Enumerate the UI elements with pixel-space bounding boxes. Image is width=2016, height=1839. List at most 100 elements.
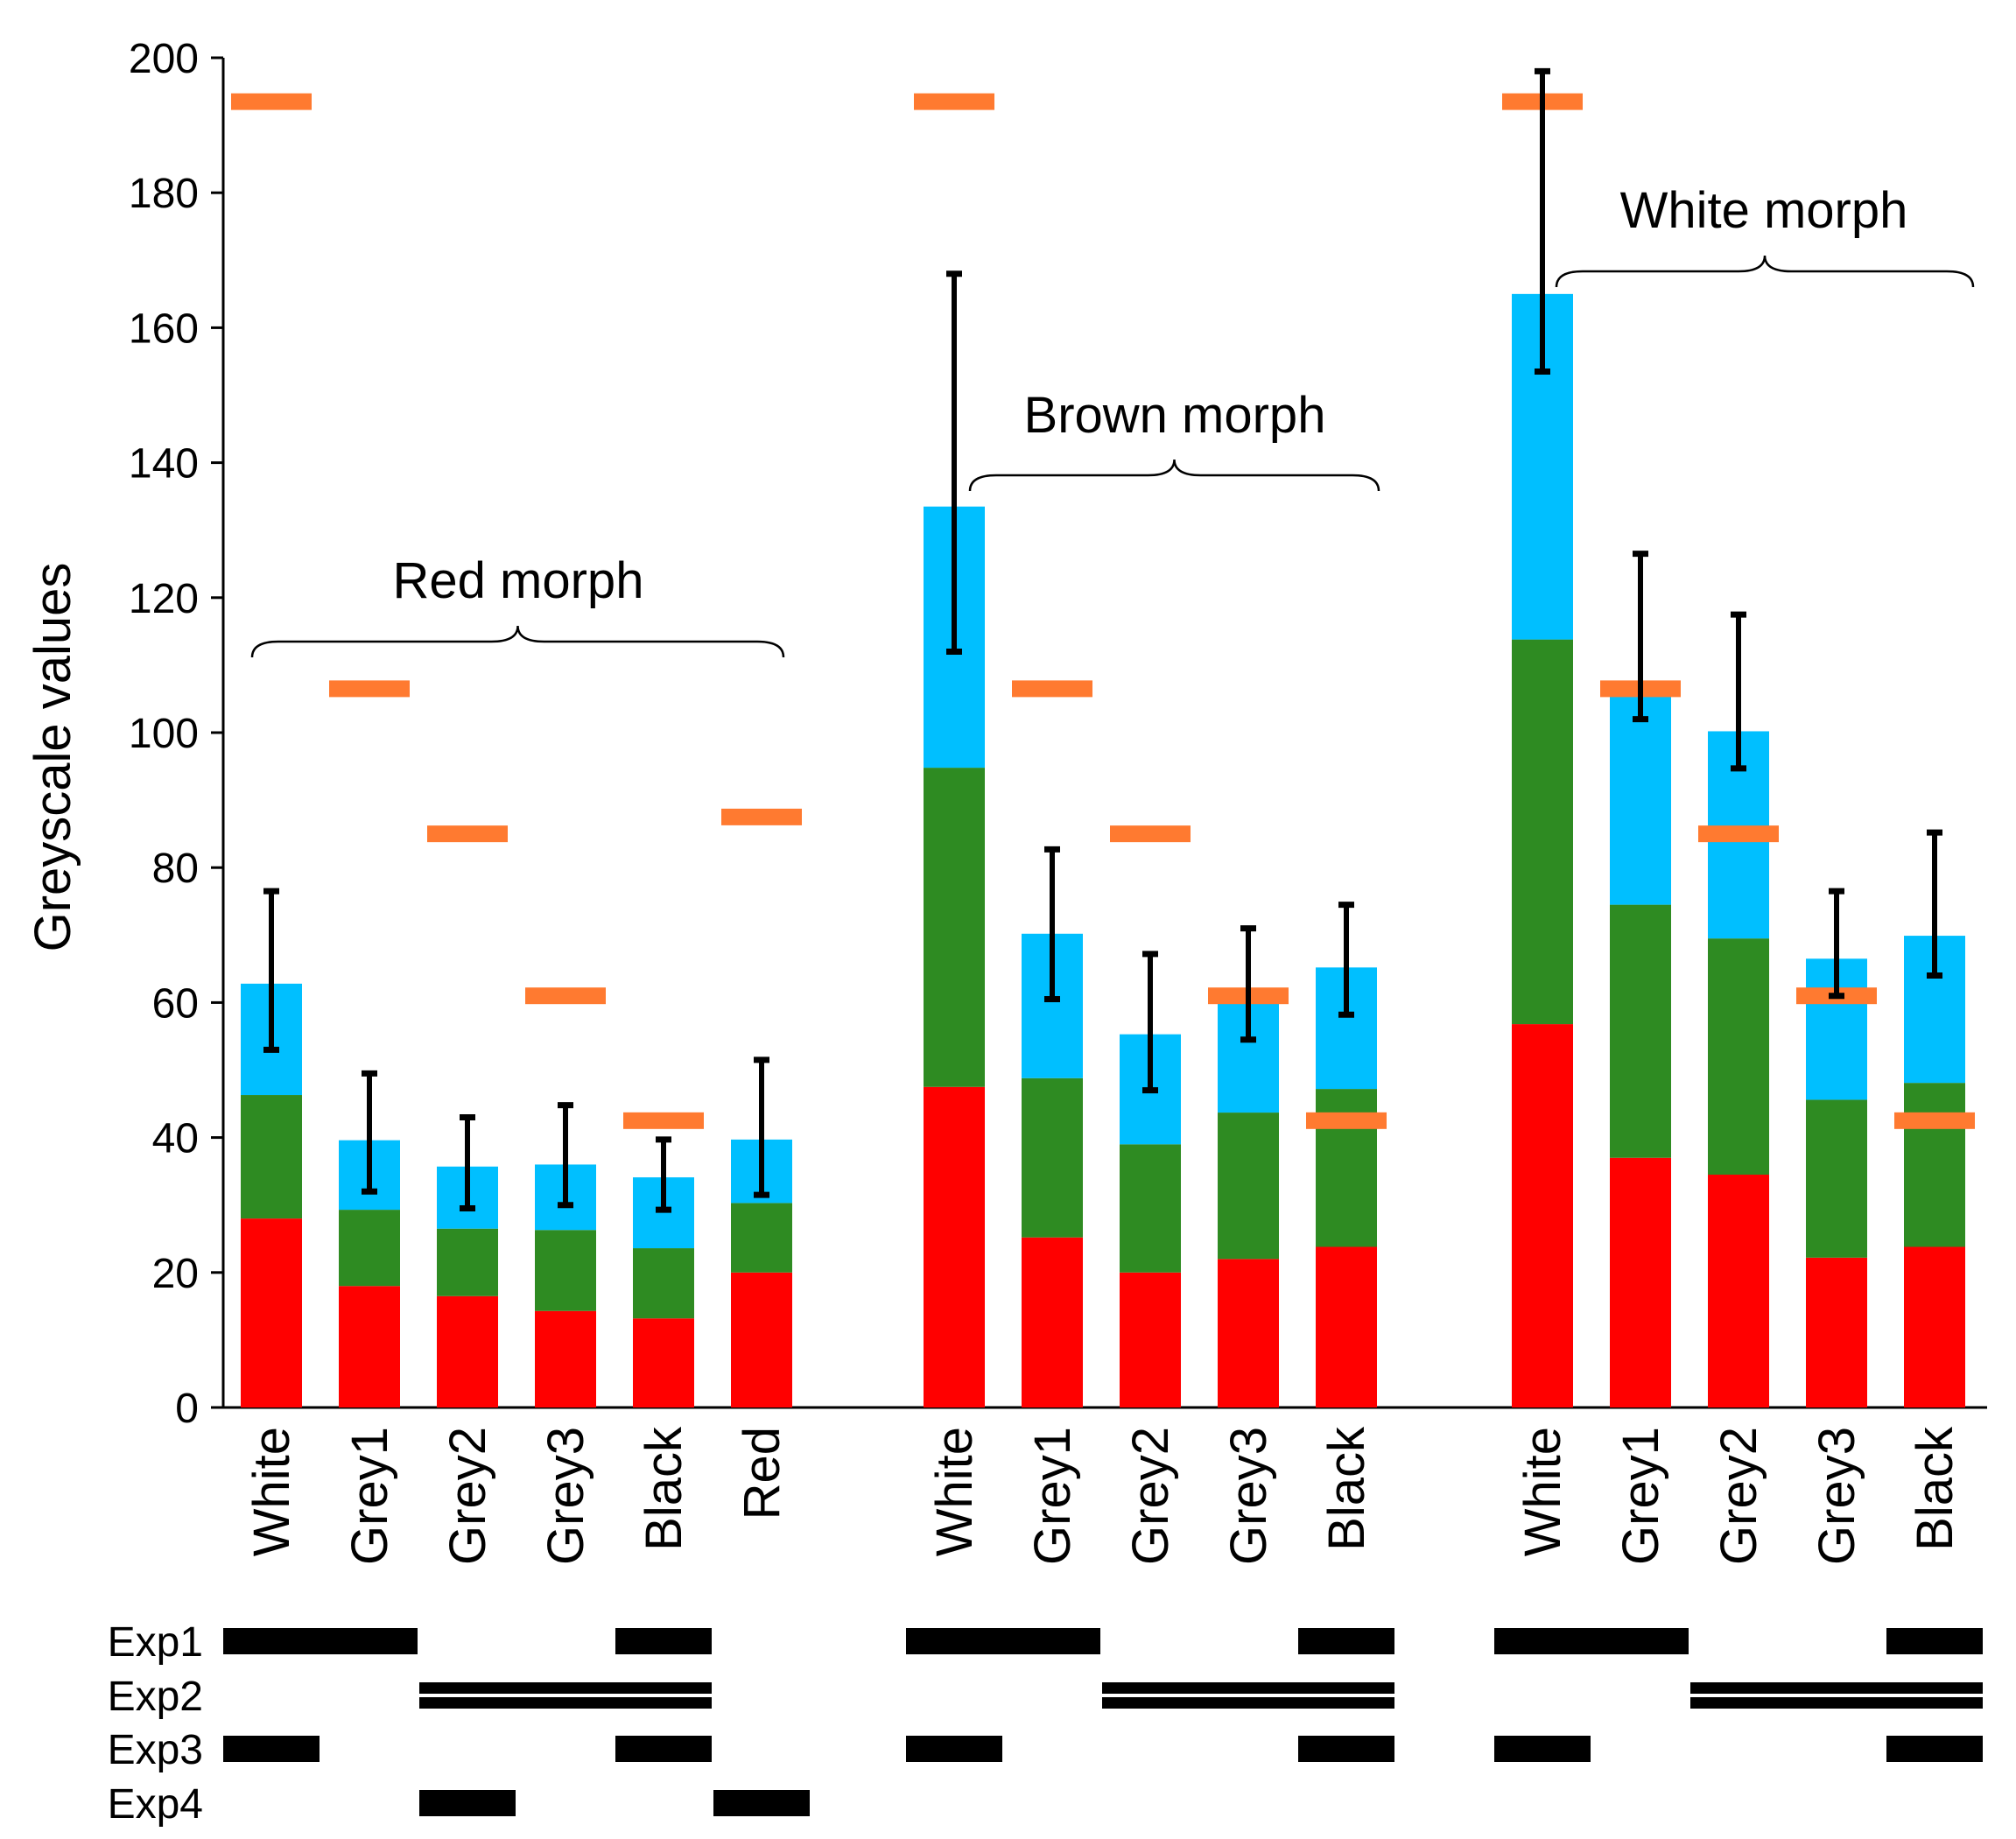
y-tick-label: 40: [152, 1116, 199, 1162]
y-tick-label: 80: [152, 846, 199, 892]
experiment-bar: [419, 1682, 712, 1694]
category-label: Grey1: [341, 1427, 398, 1565]
group-brace: [1555, 255, 1975, 288]
y-tick-label: 120: [129, 576, 199, 622]
group-brace: [250, 625, 785, 658]
reference-marker: [1894, 1112, 1975, 1129]
experiment-bar: [1690, 1682, 1983, 1694]
experiment-bar: [1298, 1628, 1394, 1654]
category-label: Grey3: [1220, 1427, 1277, 1565]
bar-red-segment: [924, 1086, 985, 1407]
bar-red-segment: [437, 1295, 498, 1407]
overlays: [231, 67, 1975, 1213]
bar-red-segment: [339, 1286, 400, 1407]
bar-red-segment: [1218, 1259, 1279, 1407]
y-tick-label: 20: [152, 1251, 199, 1297]
experiment-bar: [419, 1790, 516, 1816]
bar-green-segment: [1610, 904, 1671, 1158]
y-tick-label: 140: [129, 441, 199, 488]
experiment-label: Exp4: [108, 1781, 203, 1828]
category-label: Grey2: [1710, 1427, 1767, 1565]
axes: 0 20 40 60 80 100 120 140 160 180 200: [129, 36, 1987, 1432]
group-label: White morph: [1620, 182, 1908, 239]
y-tick-label: 60: [152, 980, 199, 1027]
category-label: White: [1514, 1427, 1571, 1556]
bar-red-segment: [1022, 1237, 1083, 1407]
experiment-label: Exp3: [108, 1727, 203, 1773]
y-tick-label: 0: [175, 1386, 199, 1432]
bar-green-segment: [1120, 1144, 1181, 1273]
bar-red-segment: [1120, 1272, 1181, 1407]
group-label: Brown morph: [1024, 387, 1326, 444]
experiment-bar: [1494, 1736, 1591, 1762]
bar-green-segment: [924, 768, 985, 1087]
bar-green-segment: [241, 1095, 302, 1219]
experiment-bar: [1102, 1682, 1394, 1694]
experiment-bar: [1886, 1628, 1983, 1654]
experiment-bar: [1298, 1736, 1394, 1762]
bar-green-segment: [1904, 1083, 1965, 1247]
labels: White Grey1 Grey2 Grey3 Black Red White Grey1 Gr…: [243, 182, 1975, 1565]
bar-red-segment: [633, 1318, 694, 1407]
bar-red-segment: [1610, 1157, 1671, 1407]
bar-blue-segment: [1610, 690, 1671, 905]
bar-green-segment: [1708, 938, 1769, 1176]
reference-marker: [231, 93, 312, 110]
group-brace: [968, 459, 1380, 492]
experiment-bar: [713, 1790, 810, 1816]
experiment-label: Exp2: [108, 1674, 203, 1720]
y-tick-label: 200: [129, 36, 199, 82]
experiment-bar: [906, 1736, 1002, 1762]
y-tick-label: 100: [129, 711, 199, 757]
bar-red-segment: [1512, 1024, 1573, 1407]
reference-marker: [721, 808, 802, 825]
experiment-bar: [1690, 1697, 1983, 1709]
bar-green-segment: [535, 1230, 596, 1311]
group-label: Red morph: [393, 552, 644, 609]
bar-green-segment: [1022, 1077, 1083, 1238]
bar-green-segment: [1806, 1099, 1867, 1258]
bar-red-segment: [1316, 1246, 1377, 1407]
bar-green-segment: [437, 1228, 498, 1296]
bar-red-segment: [731, 1272, 792, 1407]
category-label: Grey3: [537, 1427, 594, 1565]
reference-marker: [1110, 825, 1191, 843]
bars: [241, 293, 1965, 1407]
experiment-bar: [223, 1736, 320, 1762]
bar-green-segment: [1218, 1113, 1279, 1260]
category-label: Grey1: [1612, 1427, 1669, 1565]
category-label: Black: [636, 1426, 692, 1551]
bar-red-segment: [1904, 1246, 1965, 1407]
bar-red-segment: [1806, 1257, 1867, 1407]
experiment-bar: [223, 1628, 418, 1654]
category-label: Grey3: [1809, 1427, 1865, 1565]
experiment-bar: [1886, 1736, 1983, 1762]
reference-marker: [1698, 825, 1779, 843]
bar-green-segment: [339, 1210, 400, 1287]
reference-marker: [623, 1112, 704, 1129]
experiment-bar: [615, 1628, 712, 1654]
reference-marker: [525, 987, 606, 1005]
category-label: Grey2: [1122, 1427, 1179, 1565]
category-label: White: [243, 1427, 300, 1556]
y-axis-title: Greyscale values: [25, 563, 81, 952]
bar-red-segment: [241, 1218, 302, 1407]
bar-green-segment: [731, 1203, 792, 1273]
experiment-bar: [1494, 1628, 1689, 1654]
reference-marker: [1012, 680, 1092, 698]
y-tick-label: 160: [129, 305, 199, 352]
experiment-bar: [615, 1736, 712, 1762]
category-label: Grey1: [1024, 1427, 1081, 1565]
bar-red-segment: [1708, 1175, 1769, 1407]
category-label: Grey2: [439, 1427, 496, 1565]
experiment-label: Exp1: [108, 1619, 203, 1666]
reference-marker: [1306, 1112, 1387, 1129]
bar-green-segment: [633, 1248, 694, 1319]
category-label: White: [926, 1427, 983, 1556]
category-label: Black: [1907, 1426, 1963, 1551]
experiment-bar: [906, 1628, 1100, 1654]
y-tick-label: 180: [129, 171, 199, 217]
reference-marker: [914, 93, 994, 110]
reference-marker: [427, 825, 508, 843]
